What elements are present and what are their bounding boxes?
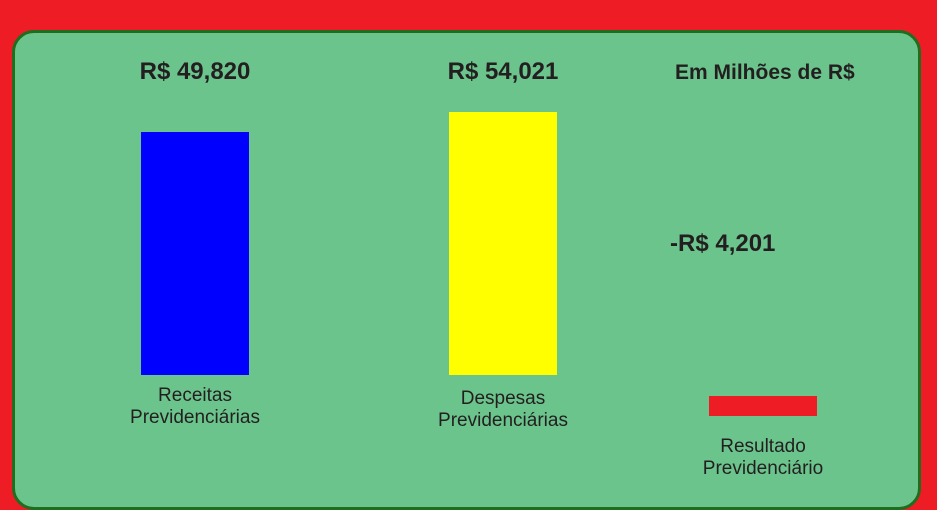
bar [709, 396, 817, 417]
annotation: Em Milhões de R$ [675, 61, 855, 84]
page: Em Milhões de R$ (() => { const data = J… [12, 30, 921, 510]
value-label: R$ 49,820 [139, 58, 251, 85]
value-label: -R$ 4,201 [670, 230, 776, 257]
bar [449, 112, 557, 375]
category-label: Despesas Previdenciárias [438, 388, 568, 431]
category-label: Resultado Previdenciário [702, 436, 824, 479]
value-label: R$ 54,021 [447, 58, 559, 85]
bar [141, 132, 249, 375]
category-label: Receitas Previdenciárias [130, 385, 260, 428]
